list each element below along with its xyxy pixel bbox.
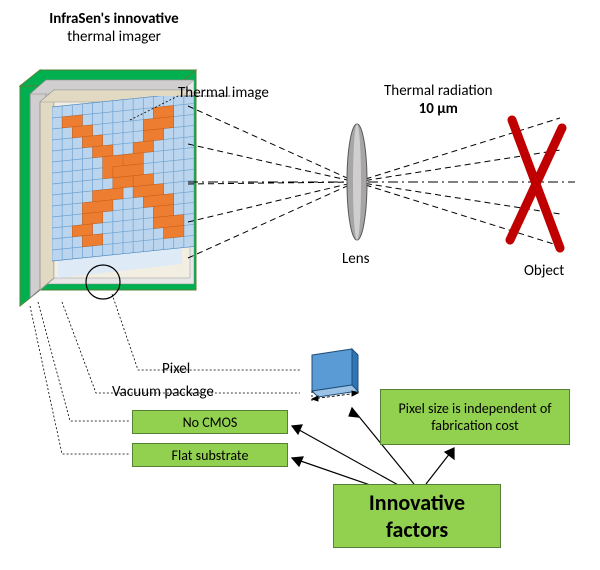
wavelength-label: 10 µm bbox=[384, 100, 493, 118]
pixel-icon bbox=[302, 343, 368, 405]
no-cmos-text: No CMOS bbox=[183, 414, 238, 431]
innovative-factors-box: Innovative factors bbox=[333, 484, 501, 548]
rays-and-leaders bbox=[0, 0, 600, 570]
thermal-radiation-label: Thermal radiation bbox=[384, 82, 493, 100]
vacuum-package-label: Vacuum package bbox=[112, 383, 214, 401]
flat-substrate-text: Flat substrate bbox=[172, 447, 249, 464]
no-cmos-box: No CMOS bbox=[132, 410, 288, 434]
pixel-independent-box: Pixel size is independent of fabrication… bbox=[380, 389, 570, 445]
lens-icon bbox=[344, 122, 370, 242]
lens-label: Lens bbox=[342, 250, 370, 268]
innovative-factors-text: Innovative factors bbox=[340, 489, 494, 543]
thermal-radiation-block: Thermal radiation 10 µm bbox=[384, 82, 493, 118]
object-red-x bbox=[502, 110, 582, 260]
pixel-independent-text: Pixel size is independent of fabrication… bbox=[387, 400, 563, 434]
object-label: Object bbox=[524, 262, 564, 280]
thermal-image-label: Thermal image bbox=[178, 84, 269, 102]
pixel-label: Pixel bbox=[162, 360, 190, 378]
flat-substrate-box: Flat substrate bbox=[132, 443, 288, 467]
